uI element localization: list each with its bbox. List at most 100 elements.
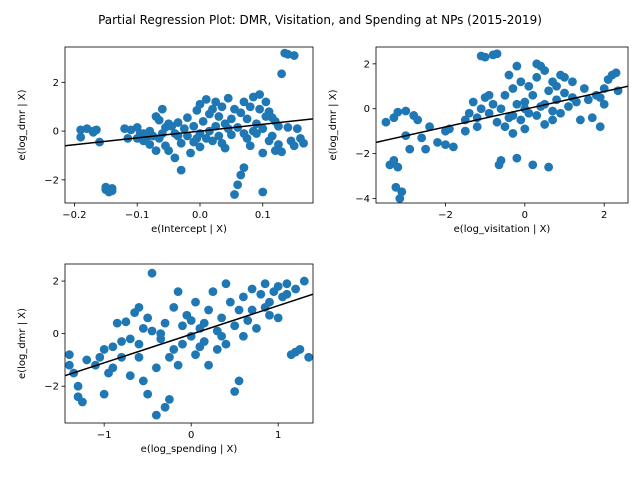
data-point [460, 126, 470, 136]
data-point [500, 122, 510, 132]
data-point [151, 146, 161, 155]
data-point [151, 363, 161, 373]
data-point [552, 81, 561, 91]
data-point [198, 116, 208, 126]
x-tick-label: 0 [522, 210, 528, 221]
data-point [273, 313, 283, 323]
y-tick-label: 2 [53, 78, 59, 89]
data-point [217, 138, 227, 148]
data-point [205, 126, 214, 136]
data-point [277, 69, 287, 79]
data-point [199, 318, 209, 328]
data-point [448, 142, 458, 152]
data-point [208, 136, 217, 146]
data-point [421, 144, 431, 154]
panel-2: −2 0 2 −4 −2 0 2 e(log_visitation | X) e(log_dmr… [328, 46, 629, 235]
panels: −0.2 −0.1 0.0 0.1 −2 0 2 e(Intercept | X) e(log_… [17, 46, 629, 455]
data-point [138, 376, 148, 386]
data-point [433, 137, 442, 147]
data-point [492, 49, 502, 59]
x-axis-label: e(log_spending | X) [141, 444, 238, 455]
data-point [261, 97, 271, 107]
data-point [195, 99, 205, 109]
data-point [76, 132, 86, 142]
data-point [532, 72, 542, 82]
data-point [504, 70, 514, 80]
data-point [245, 102, 255, 112]
x-tick-label: −1 [97, 430, 112, 441]
data-point [520, 97, 530, 107]
x-axis-label: e(log_visitation | X) [454, 224, 551, 235]
data-point [299, 138, 308, 148]
data-point [82, 355, 92, 365]
data-point [548, 106, 557, 116]
data-point [508, 111, 518, 120]
data-point [393, 107, 403, 117]
data-point [267, 131, 277, 141]
x-axis-label: e(Intercept | X) [151, 224, 227, 235]
data-point [147, 326, 157, 336]
data-point [528, 160, 538, 170]
y-axis-label: e(log_dmr | X) [17, 89, 28, 160]
y-tick-label: −2 [44, 175, 59, 186]
data-point [274, 121, 283, 131]
data-point [178, 321, 187, 331]
data-point [145, 140, 155, 149]
fit-line [65, 118, 313, 147]
data-point [99, 345, 109, 354]
data-point [226, 114, 236, 124]
axes-frame [64, 263, 314, 424]
x-tick-label: 1 [275, 430, 281, 441]
data-point [512, 61, 522, 71]
scatter-points [76, 48, 308, 199]
data-point [147, 268, 157, 278]
data-point [508, 129, 518, 138]
data-point [169, 302, 179, 312]
data-point [587, 113, 597, 123]
y-tick-label: 0 [364, 104, 370, 115]
data-point [195, 142, 205, 152]
data-point [413, 115, 423, 125]
data-point [238, 292, 248, 302]
data-point [532, 111, 542, 120]
data-point [101, 182, 111, 192]
data-point [524, 81, 534, 91]
data-point [247, 305, 257, 315]
data-point [492, 117, 502, 127]
data-point [283, 123, 293, 132]
data-point [234, 305, 244, 315]
data-point [484, 90, 494, 100]
data-point [425, 122, 434, 132]
data-point [267, 113, 277, 123]
data-point [568, 77, 577, 87]
data-point [186, 316, 196, 325]
scatter-points [65, 268, 313, 420]
data-point [139, 129, 148, 138]
data-point [512, 153, 522, 163]
data-point [494, 160, 504, 170]
data-point [599, 99, 609, 109]
fit-line [65, 293, 313, 377]
data-point [225, 297, 235, 307]
data-point [512, 99, 522, 109]
data-point [252, 323, 261, 333]
data-point [191, 297, 200, 307]
y-tick-label: 2 [53, 277, 59, 288]
data-point [393, 162, 403, 172]
data-point [255, 90, 265, 99]
data-point [134, 352, 144, 362]
data-point [173, 118, 183, 127]
data-point [299, 276, 309, 286]
data-point [282, 289, 292, 299]
data-point [401, 106, 411, 116]
data-point [208, 287, 218, 296]
data-point [217, 313, 227, 323]
data-point [234, 376, 244, 386]
data-point [230, 190, 239, 199]
data-point [540, 120, 550, 129]
data-point [134, 339, 144, 349]
data-point [65, 360, 74, 370]
data-point [125, 334, 135, 344]
data-point [484, 108, 494, 118]
